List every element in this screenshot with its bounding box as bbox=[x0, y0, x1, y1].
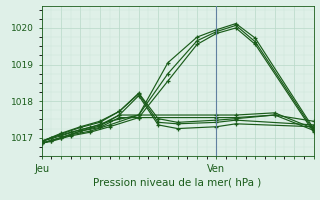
X-axis label: Pression niveau de la mer( hPa ): Pression niveau de la mer( hPa ) bbox=[93, 178, 262, 188]
